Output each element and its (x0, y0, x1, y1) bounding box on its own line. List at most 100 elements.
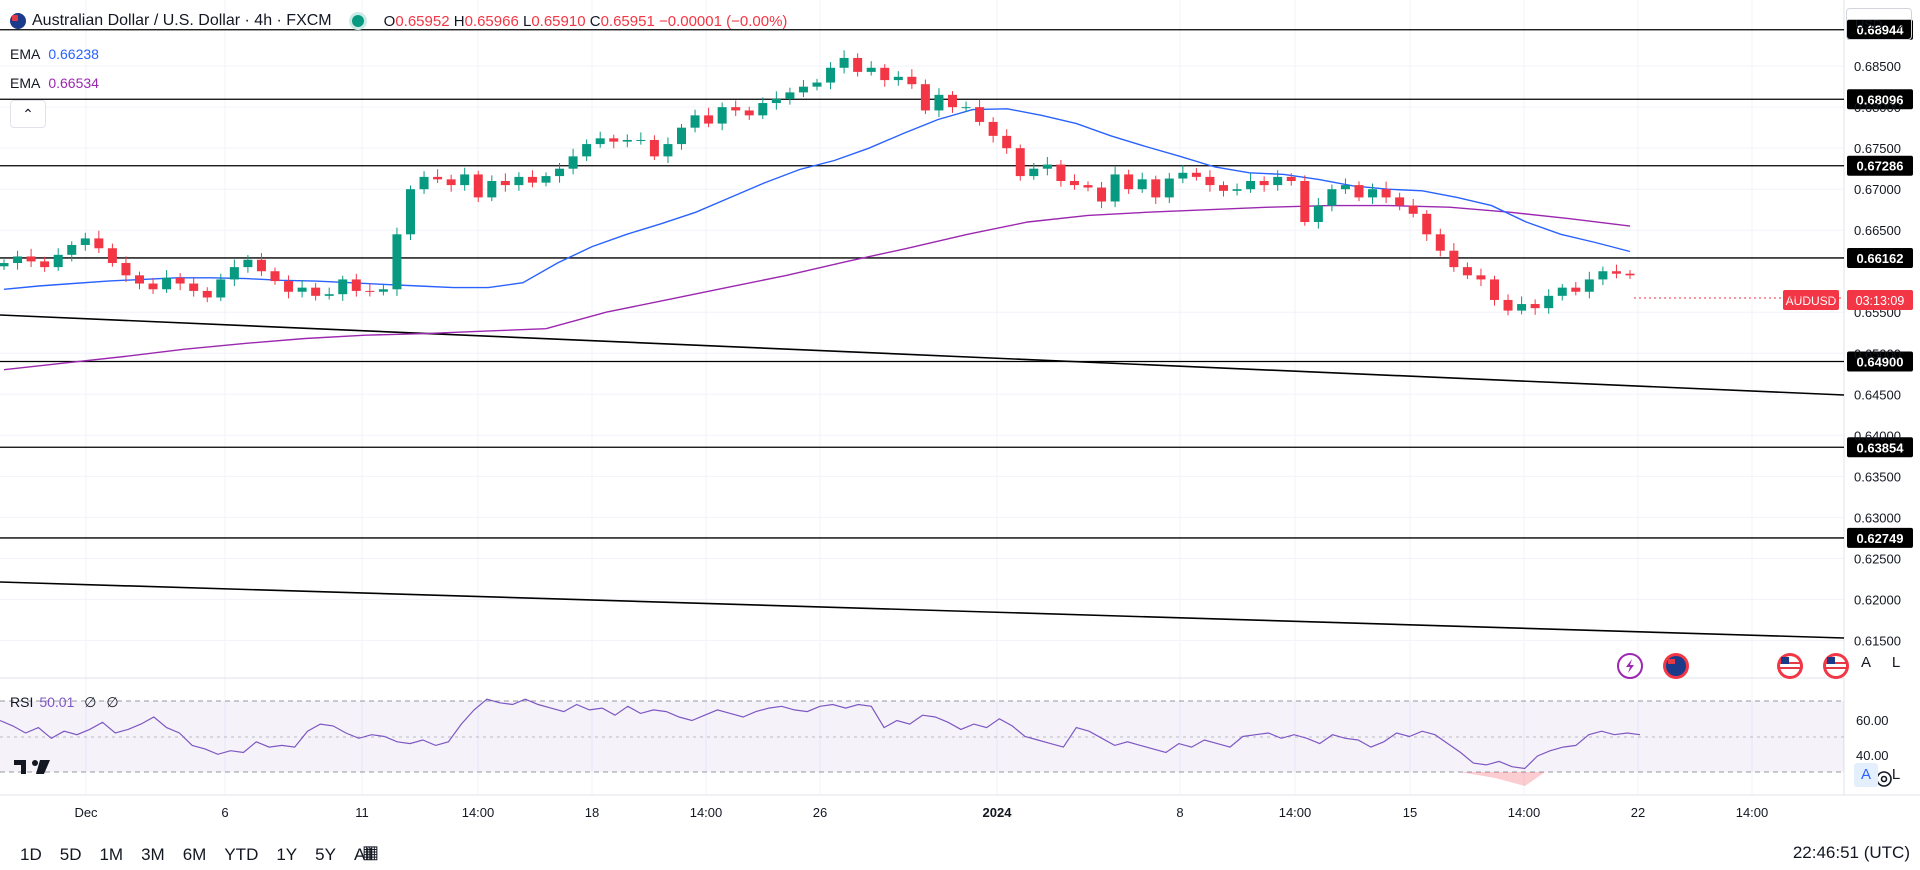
tf-5y[interactable]: 5Y (315, 845, 336, 864)
candle-body (351, 279, 361, 291)
candle-body (1435, 234, 1445, 251)
tf-all[interactable]: All (353, 845, 373, 864)
tf-ytd[interactable]: YTD (224, 845, 259, 864)
candle-body (365, 290, 375, 292)
candle-body (907, 76, 917, 85)
currency-select[interactable]: USD ⌄ (1846, 8, 1912, 40)
candle-body (53, 254, 63, 268)
candle-body (663, 144, 673, 157)
level-label: 0.62749 (1857, 531, 1904, 546)
candle-body (948, 94, 957, 108)
auto-scale-button[interactable]: A (1860, 654, 1871, 671)
y-tick-label: 0.63500 (1854, 469, 1901, 484)
candle-body (555, 168, 565, 177)
ema-purple-line (3, 204, 1631, 371)
trendline-upper (0, 314, 1845, 396)
level-label: 0.66162 (1857, 251, 1904, 266)
candle-body (229, 267, 239, 280)
ema-legend-2[interactable]: EMA 0.66534 (10, 75, 99, 91)
level-badge (1847, 437, 1913, 458)
candle-body (311, 287, 321, 296)
candle-body (609, 138, 619, 142)
y-tick-label: 0.61500 (1854, 633, 1901, 648)
candle-body (785, 92, 795, 99)
x-tick-label: 14:00 (1279, 805, 1312, 820)
calendar-icon[interactable]: ▦ (362, 842, 380, 862)
candle-body (1395, 197, 1405, 206)
us-flag-icon-2 (1823, 653, 1849, 679)
candle-body (26, 256, 36, 262)
candle-body (826, 67, 836, 83)
candle-body (433, 176, 443, 180)
candle-body (622, 139, 632, 142)
candle-body (771, 98, 781, 104)
candle-body (270, 271, 280, 282)
candle-body (988, 121, 998, 136)
candle-body (216, 279, 226, 298)
candle-body (961, 107, 971, 109)
x-tick-label: 18 (585, 805, 599, 820)
candle-body (1530, 304, 1540, 309)
candle-body (1137, 179, 1147, 190)
candle-body (80, 238, 90, 245)
candle-body (934, 94, 944, 111)
timeframe-bar: 1D 5D 1M 3M 6M YTD 1Y 5Y All (0, 840, 373, 870)
candle-body (798, 86, 808, 93)
tf-6m[interactable]: 6M (182, 845, 207, 864)
candle-body (1083, 185, 1093, 188)
rsi-oversold-fill (1460, 772, 1545, 786)
symbol-title[interactable]: Australian Dollar / U.S. Dollar · 4h · F… (32, 12, 332, 29)
candle-body (189, 283, 199, 291)
candle-body (121, 263, 131, 276)
svg-text:AUDUSD: AUDUSD (1786, 294, 1837, 308)
candle-body (1097, 187, 1107, 202)
candle-body (731, 107, 741, 111)
candle-body (1422, 213, 1432, 235)
tf-1m[interactable]: 1M (99, 845, 124, 864)
au-flag-icon (10, 13, 26, 29)
candle-body (839, 57, 849, 68)
ema-legend-1[interactable]: EMA 0.66238 (10, 46, 99, 62)
candle-body (853, 57, 863, 72)
candle-body (1056, 164, 1066, 181)
tradingview-logo (14, 760, 50, 774)
candle-body (500, 180, 510, 186)
rsi-auto-scale-button[interactable]: A (1854, 763, 1878, 787)
candle-body (514, 176, 524, 186)
tf-1d[interactable]: 1D (20, 845, 42, 864)
candle-body (1232, 189, 1242, 191)
ohlc-values: O0.65952 H0.65966 L0.65910 C0.65951 −0.0… (383, 12, 788, 30)
candle-body (1015, 148, 1025, 177)
lightning-icon (1617, 653, 1643, 679)
candle-body (1205, 176, 1215, 186)
price-badge: AUDUSD 03:13:09 (1783, 290, 1913, 310)
candle-body (527, 176, 537, 183)
candle-body (13, 256, 23, 264)
candle-body (392, 234, 402, 290)
collapse-legend-button[interactable]: ⌃ (10, 100, 46, 128)
candle-body (1408, 205, 1418, 214)
level-label: 0.64900 (1857, 354, 1904, 369)
candle-body (1517, 304, 1527, 311)
candle-body (1259, 180, 1269, 186)
rsi-log-scale-button[interactable]: L (1891, 766, 1901, 783)
candle-body (649, 139, 659, 157)
candle-body (1368, 189, 1378, 198)
candle-body (1611, 271, 1621, 274)
candle-body (1110, 174, 1120, 202)
candle-body (744, 110, 754, 116)
candle-body (135, 275, 144, 284)
x-tick-label: 22 (1631, 805, 1645, 820)
clock[interactable]: 22:46:51 (UTC) (1792, 843, 1910, 862)
rsi-legend[interactable]: RSI 50.01 ∅ ∅ (10, 694, 119, 710)
level-badge (1847, 19, 1913, 40)
tf-3m[interactable]: 3M (141, 845, 165, 864)
tf-5d[interactable]: 5D (59, 845, 82, 864)
candle-body (67, 244, 77, 255)
candle-body (419, 176, 429, 190)
candle-body (243, 259, 253, 268)
tf-1y[interactable]: 1Y (276, 845, 298, 864)
log-scale-button[interactable]: L (1891, 654, 1901, 671)
candle-body (541, 176, 551, 183)
